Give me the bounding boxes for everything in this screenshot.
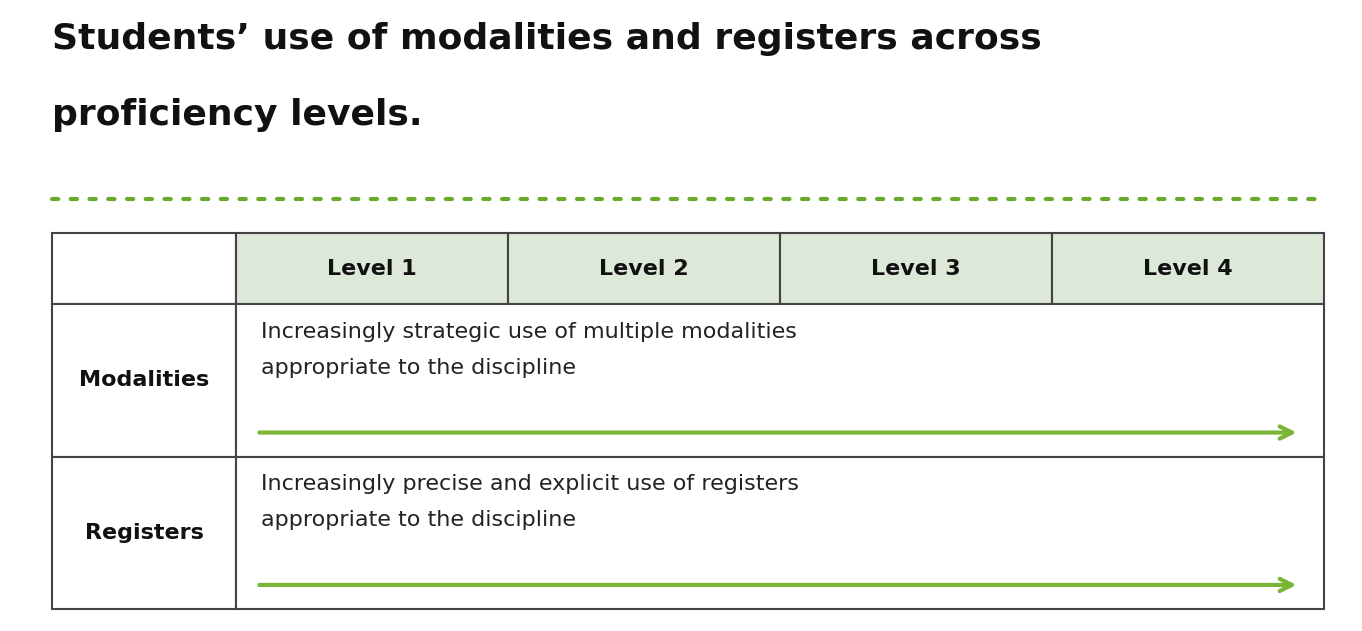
Bar [52,457,236,609]
Text: proficiency levels.: proficiency levels. [52,98,422,132]
Text: Modalities: Modalities [79,370,210,391]
Bar [236,233,508,304]
Text: Increasingly strategic use of multiple modalities
appropriate to the discipline: Increasingly strategic use of multiple m… [260,322,797,378]
Text: Registers: Registers [84,522,203,543]
Text: Increasingly precise and explicit use of registers
appropriate to the discipline: Increasingly precise and explicit use of… [260,475,798,530]
Bar [52,233,236,304]
Bar [236,304,1324,457]
Bar [780,233,1051,304]
Text: Level 2: Level 2 [599,259,689,279]
Text: Level 1: Level 1 [327,259,417,279]
Bar [52,304,236,457]
Bar [236,457,1324,609]
Bar [1051,233,1324,304]
Bar [508,233,780,304]
Text: Level 4: Level 4 [1143,259,1233,279]
Text: Level 3: Level 3 [872,259,960,279]
Text: Students’ use of modalities and registers across: Students’ use of modalities and register… [52,22,1042,56]
